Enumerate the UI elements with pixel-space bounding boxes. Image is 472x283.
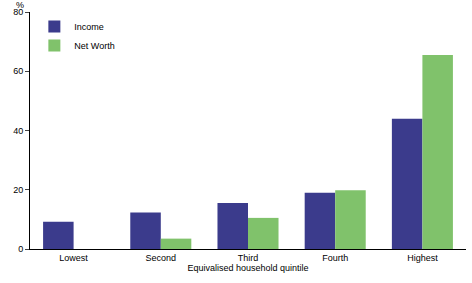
svg-text:80: 80 xyxy=(13,7,23,17)
svg-text:0: 0 xyxy=(18,244,23,254)
svg-text:20: 20 xyxy=(13,185,23,195)
svg-text:Lowest: Lowest xyxy=(59,253,88,263)
svg-text:Third: Third xyxy=(238,253,259,263)
svg-text:Second: Second xyxy=(146,253,177,263)
svg-text:Net Worth: Net Worth xyxy=(74,41,114,51)
svg-text:Equivalised household quintile: Equivalised household quintile xyxy=(187,263,308,273)
svg-text:Fourth: Fourth xyxy=(322,253,348,263)
svg-text:40: 40 xyxy=(13,126,23,136)
svg-text:Income: Income xyxy=(74,22,104,32)
svg-text:60: 60 xyxy=(13,66,23,76)
svg-text:%: % xyxy=(16,0,24,10)
svg-text:Highest: Highest xyxy=(407,253,438,263)
